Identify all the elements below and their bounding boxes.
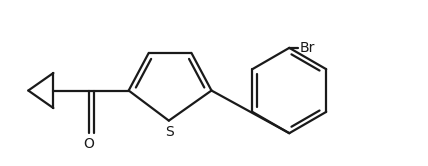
Text: S: S bbox=[166, 125, 174, 139]
Text: O: O bbox=[83, 137, 94, 151]
Text: Br: Br bbox=[300, 41, 315, 55]
